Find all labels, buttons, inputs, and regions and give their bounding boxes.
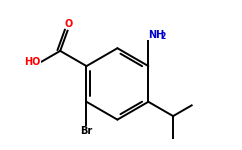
Text: HO: HO (24, 57, 40, 67)
Text: Br: Br (80, 126, 93, 136)
Text: 2: 2 (160, 32, 166, 40)
Text: NH: NH (148, 30, 165, 40)
Text: O: O (64, 19, 73, 29)
